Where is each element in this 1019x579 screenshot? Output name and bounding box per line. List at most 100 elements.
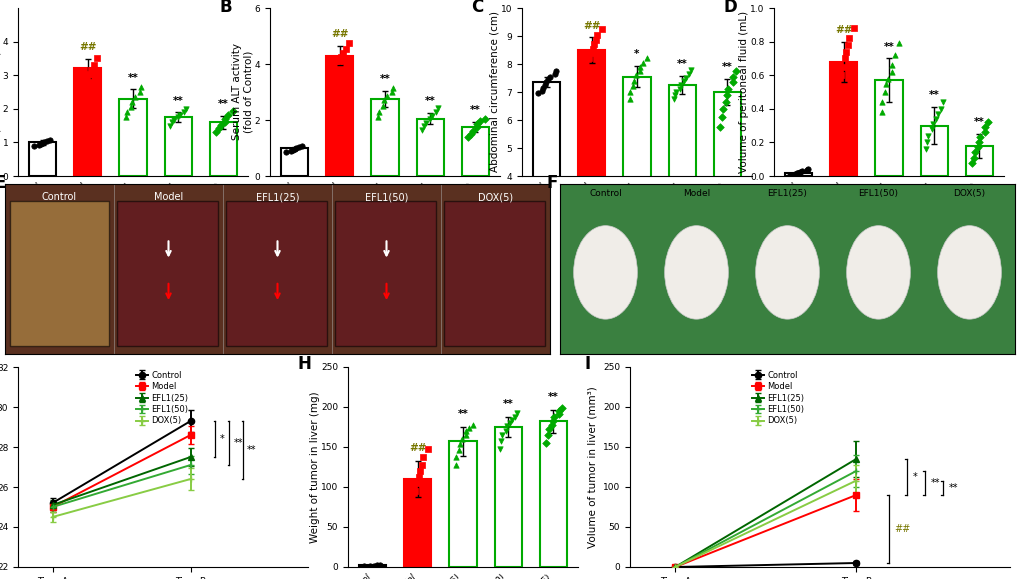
Point <box>453 434 470 444</box>
Bar <box>623 76 650 288</box>
Point <box>122 102 139 112</box>
Point <box>417 118 433 127</box>
Point <box>676 77 692 86</box>
Bar <box>119 99 147 176</box>
Point <box>789 168 805 177</box>
Text: B: B <box>219 0 231 16</box>
Text: **: ** <box>424 96 435 107</box>
Bar <box>965 146 991 176</box>
Point <box>493 430 510 439</box>
Point <box>632 67 648 76</box>
Point <box>833 71 849 80</box>
Point <box>966 148 982 157</box>
Point <box>838 47 854 56</box>
Text: **: ** <box>929 478 938 488</box>
Point <box>419 444 435 453</box>
Point <box>873 97 890 107</box>
Text: Control: Control <box>589 189 622 198</box>
Point <box>337 44 354 53</box>
Point <box>672 80 688 90</box>
Point <box>537 78 553 87</box>
Point <box>788 169 804 178</box>
Point <box>208 128 224 137</box>
Point <box>31 141 47 150</box>
Point <box>409 478 425 488</box>
Bar <box>164 117 192 176</box>
Point <box>118 108 135 117</box>
Text: Model: Model <box>154 192 183 203</box>
Text: ##: ## <box>331 29 348 39</box>
FancyBboxPatch shape <box>334 201 435 346</box>
Point <box>539 430 555 439</box>
Text: D: D <box>722 0 737 16</box>
Point <box>553 403 570 412</box>
Bar <box>874 80 902 176</box>
Point <box>217 114 233 123</box>
Point <box>883 60 900 69</box>
Point <box>84 65 100 75</box>
Point <box>35 138 51 148</box>
Point <box>625 82 641 91</box>
Point <box>666 90 683 100</box>
Point <box>477 114 493 123</box>
Point <box>161 121 177 130</box>
Point <box>923 124 940 134</box>
Point <box>322 68 338 77</box>
Text: **: ** <box>172 96 183 106</box>
Point <box>362 561 378 570</box>
Point <box>711 122 728 131</box>
Point <box>638 54 654 63</box>
Text: **: ** <box>882 42 894 52</box>
Bar <box>449 441 476 567</box>
Point <box>123 97 140 107</box>
Point <box>293 141 310 151</box>
Point <box>177 104 194 113</box>
Point <box>132 82 149 91</box>
Point <box>70 80 87 90</box>
Point <box>589 30 605 39</box>
Point <box>25 142 42 151</box>
Point <box>545 413 561 422</box>
Text: **: ** <box>379 75 390 85</box>
Point <box>335 48 352 57</box>
Point <box>583 48 599 57</box>
Point <box>876 79 893 88</box>
Point <box>333 52 350 61</box>
Point <box>450 446 467 455</box>
Point <box>890 39 906 48</box>
Point <box>931 104 948 113</box>
Point <box>429 104 445 113</box>
Point <box>584 44 600 53</box>
Text: **: ** <box>547 392 558 402</box>
Point <box>593 24 609 34</box>
Point <box>536 80 552 90</box>
FancyBboxPatch shape <box>10 201 108 346</box>
Bar <box>462 127 488 176</box>
Point <box>407 486 423 496</box>
Bar <box>829 62 857 176</box>
Y-axis label: Serum AST activity
(fold of Control): Serum AST activity (fold of Control) <box>0 42 1 142</box>
Point <box>39 137 55 146</box>
Point <box>933 97 950 107</box>
Bar <box>494 427 521 567</box>
Point <box>416 122 432 131</box>
Point <box>625 76 641 86</box>
Point <box>827 79 844 88</box>
Point <box>713 112 730 122</box>
Point <box>458 430 474 439</box>
Point <box>537 438 553 448</box>
Point <box>845 24 861 33</box>
Point <box>491 444 507 453</box>
Text: **: ** <box>676 59 687 69</box>
Point <box>471 117 487 126</box>
Point <box>628 71 644 80</box>
Bar <box>371 99 398 176</box>
Text: **: ** <box>928 90 938 100</box>
Point <box>506 412 523 422</box>
Point <box>374 101 390 111</box>
Text: **: ** <box>470 105 480 115</box>
Point <box>216 117 232 126</box>
Y-axis label: Volume of peritoneal fluid (mL): Volume of peritoneal fluid (mL) <box>738 11 748 173</box>
Point <box>282 146 299 155</box>
Y-axis label: Weight of tumor in liver (mg): Weight of tumor in liver (mg) <box>310 391 319 543</box>
